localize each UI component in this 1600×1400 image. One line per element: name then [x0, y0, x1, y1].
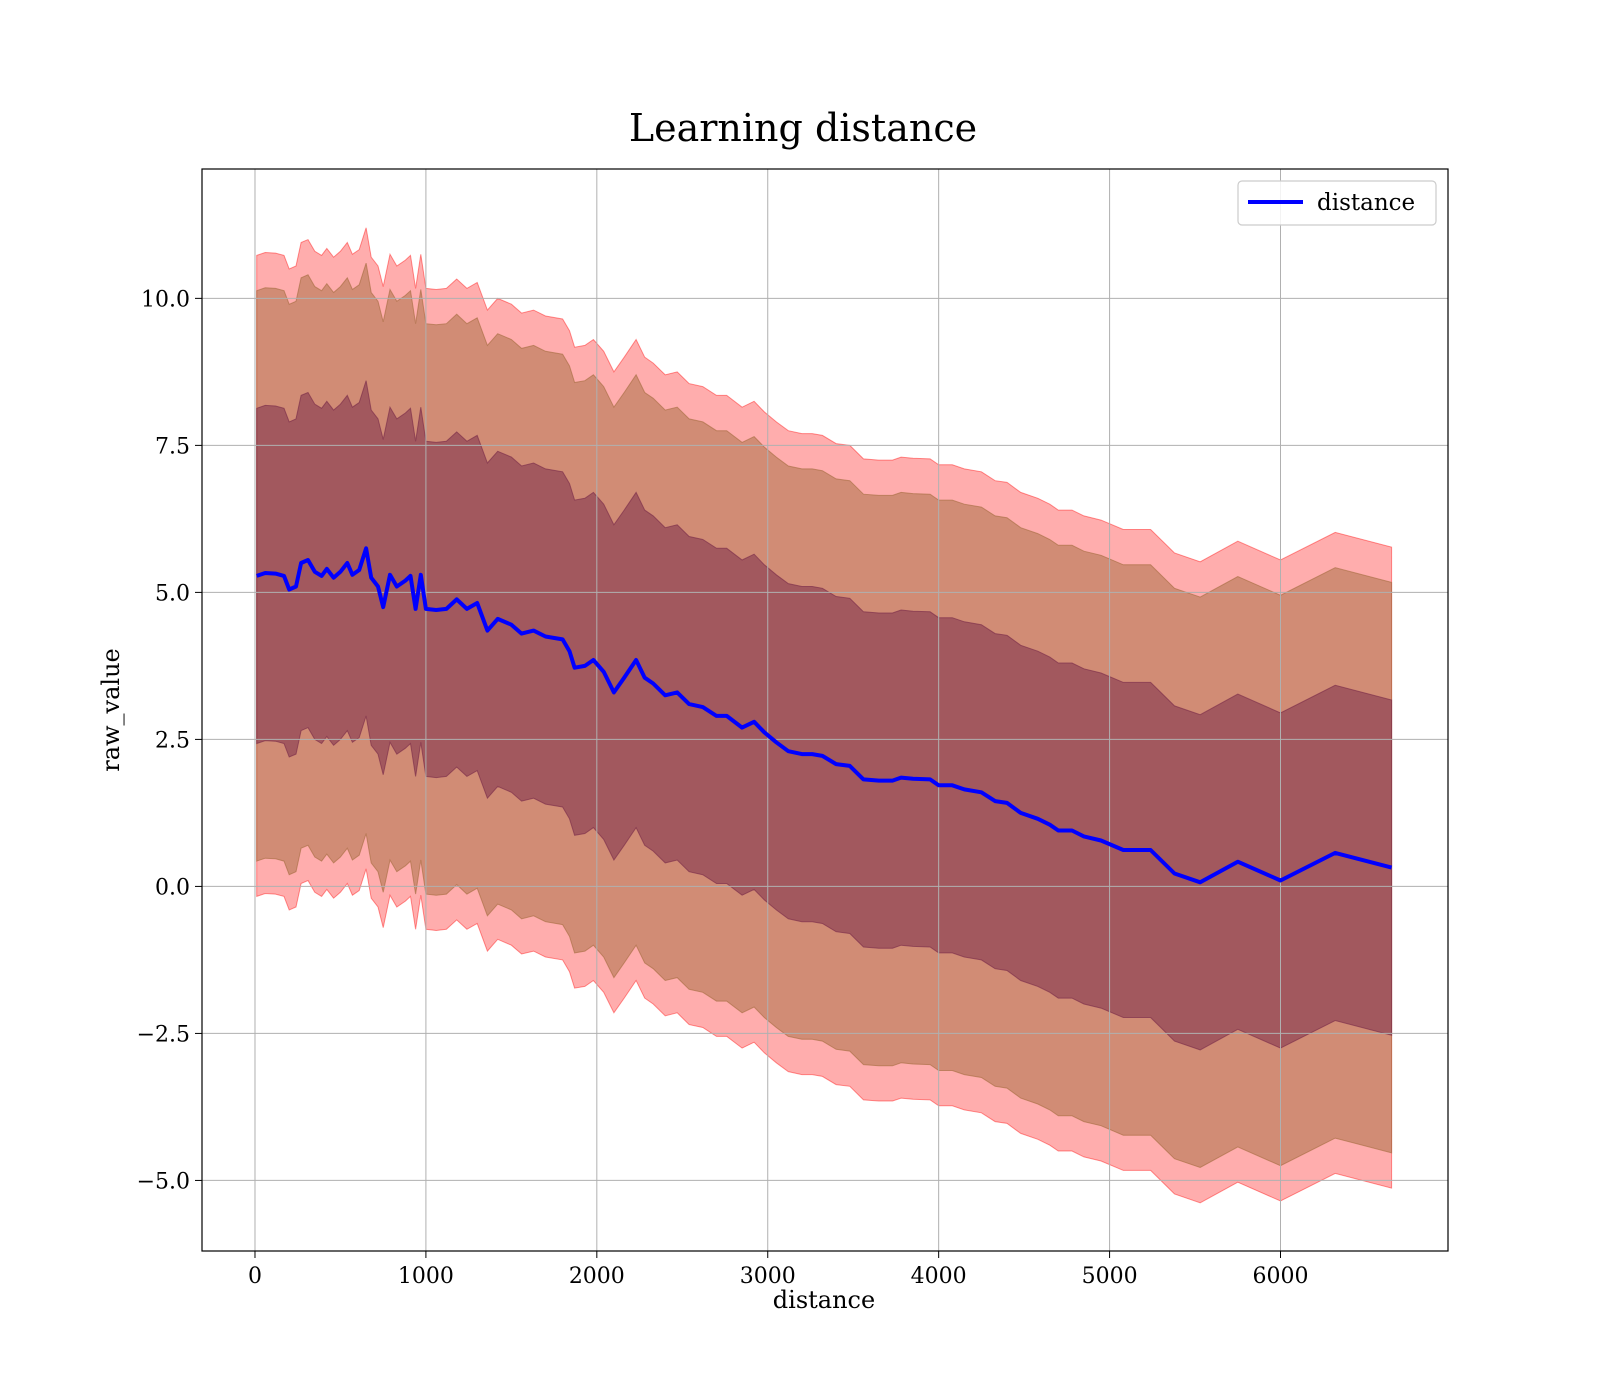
legend-box [1237, 180, 1437, 226]
plot-frame [201, 168, 1449, 1252]
x-axis-label: distance [773, 1286, 875, 1314]
x-tick-label: 4000 [911, 1264, 967, 1289]
x-axis: 0 1000 2000 3000 4000 5000 6000 [248, 1251, 1308, 1289]
legend-label-distance: distance [1317, 190, 1415, 216]
y-tick-label: 0.0 [155, 875, 190, 900]
y-tick-label: 2.5 [155, 728, 190, 753]
x-tick-label: 1000 [398, 1264, 454, 1289]
series-lines [256, 546, 1393, 885]
x-tick-label: 0 [248, 1264, 262, 1289]
grid [202, 169, 1448, 1251]
series-line-distance [256, 546, 1393, 885]
y-axis-label: raw_value [97, 648, 125, 772]
x-tick-label: 3000 [740, 1264, 796, 1289]
legend: distance [1237, 180, 1437, 226]
confidence-bands [256, 227, 1393, 1204]
y-tick-label: 5.0 [155, 581, 190, 606]
y-tick-label: 7.5 [155, 434, 190, 459]
plot-area [201, 168, 1449, 1252]
band-1-sigma [256, 380, 1393, 1051]
y-tick-label: −2.5 [137, 1022, 190, 1047]
x-tick-label: 6000 [1252, 1264, 1308, 1289]
y-axis: −5.0 −2.5 0.0 2.5 5.0 7.5 10.0 [137, 287, 202, 1194]
y-tick-label: −5.0 [137, 1169, 190, 1194]
chart-title: Learning distance [629, 106, 977, 150]
y-tick-label: 10.0 [141, 287, 190, 312]
x-tick-label: 2000 [569, 1264, 625, 1289]
x-tick-label: 5000 [1082, 1264, 1138, 1289]
